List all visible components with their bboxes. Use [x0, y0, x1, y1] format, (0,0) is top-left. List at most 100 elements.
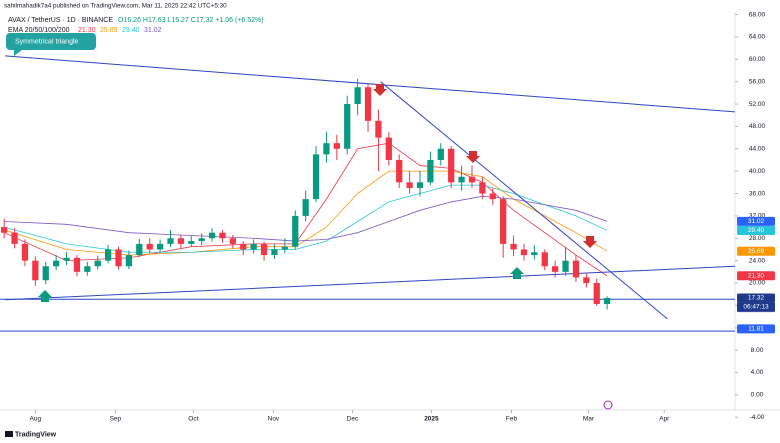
- price-label: 17.32: [748, 295, 765, 302]
- price-label-box: [737, 216, 775, 226]
- candle-body: [552, 266, 559, 272]
- y-tick-label: 60.00: [749, 56, 766, 63]
- x-tick-label: Oct: [188, 416, 198, 423]
- candle-body: [364, 87, 372, 121]
- candle-body: [271, 249, 278, 256]
- candle-body: [125, 255, 133, 267]
- candle-body: [448, 148, 455, 183]
- x-tick-label: Mar: [583, 416, 595, 423]
- down-arrow: [373, 84, 387, 96]
- candle-body: [468, 176, 476, 183]
- logo: TradingView: [5, 431, 57, 438]
- candle-body: [146, 243, 153, 250]
- candle-body: [1, 227, 8, 233]
- candle-body: [156, 243, 164, 250]
- price-label: 29.40: [748, 227, 765, 234]
- candle-body: [53, 260, 60, 267]
- candle-body: [354, 87, 361, 105]
- down-arrow: [583, 236, 597, 248]
- candle-body: [240, 243, 247, 250]
- y-tick-label: 56.00: [749, 78, 766, 85]
- price-label: 25.69: [748, 248, 765, 255]
- candle-body: [11, 232, 18, 244]
- candle-body: [136, 243, 143, 256]
- price-label-box: [737, 324, 775, 334]
- candle-body: [63, 257, 70, 261]
- candle-body: [167, 238, 174, 244]
- y-tick-label: 48.00: [749, 123, 766, 130]
- x-tick-label: Sep: [110, 416, 122, 423]
- candle-body: [437, 148, 444, 160]
- candle-body: [479, 182, 486, 194]
- up-arrow: [38, 290, 52, 302]
- y-tick-label: 52.00: [749, 101, 766, 108]
- candle-body: [406, 182, 413, 188]
- ema-line: [4, 195, 608, 242]
- candle-body: [32, 260, 39, 281]
- price-label-box: [737, 246, 775, 256]
- symbol: AVAX / TetherUS · 1D · BINANCE: [8, 17, 113, 24]
- candle-body: [21, 243, 29, 261]
- y-tick-label: 32.00: [749, 213, 766, 220]
- callout-text: Symmetrical triangle: [15, 38, 79, 45]
- candle-body: [562, 260, 569, 272]
- candle-body: [510, 243, 517, 250]
- price-label: 21.30: [748, 272, 765, 279]
- y-tick-label: 44.00: [749, 146, 766, 153]
- up-arrow: [510, 267, 524, 279]
- candle-body: [333, 143, 340, 149]
- candle-body: [458, 176, 465, 183]
- candle-body: [323, 143, 330, 155]
- candle-body: [489, 193, 496, 200]
- trendline: [5, 55, 735, 113]
- candle-body: [302, 199, 309, 216]
- candle-body: [73, 257, 81, 272]
- candle-body: [583, 277, 590, 284]
- y-tick-label: 8.00: [751, 347, 764, 354]
- ema-legend-value: 29.40: [122, 27, 140, 34]
- y-tick-label: 4.00: [751, 369, 764, 376]
- ema-legend-value: 31.02: [144, 27, 162, 34]
- price-label: 11.81: [748, 326, 764, 333]
- candle-body: [312, 154, 320, 200]
- candle-body: [177, 238, 185, 244]
- candle-body: [94, 260, 101, 267]
- y-tick-label: 24.00: [749, 257, 766, 264]
- candle-body: [105, 249, 112, 261]
- candle-body: [593, 283, 600, 304]
- ohlc-legend: O16.26 H17.63 L15.27 C17.32 +1.06 (+6.52…: [118, 17, 264, 24]
- logo-icon: [5, 431, 13, 437]
- candle-body: [375, 120, 382, 138]
- candle-body: [427, 159, 434, 183]
- candle-body: [198, 238, 205, 242]
- candle-body: [344, 104, 351, 149]
- candle-body: [416, 182, 424, 188]
- countdown-box: [737, 302, 775, 312]
- x-tick-label: Nov: [268, 416, 280, 423]
- price-label-box: [737, 271, 775, 281]
- candle-body: [572, 260, 580, 278]
- candle-body: [229, 238, 236, 244]
- trendline: [380, 81, 668, 320]
- y-tick-label: 68.00: [749, 11, 766, 18]
- trendline: [5, 265, 735, 301]
- y-tick-label: 20.00: [749, 280, 766, 287]
- logo-text: TradingView: [15, 431, 57, 438]
- ema-legend-value: 25.69: [100, 27, 118, 34]
- candle-body: [281, 246, 288, 250]
- candle-body: [188, 241, 195, 244]
- candle-body: [260, 243, 268, 256]
- arrows: [38, 84, 597, 302]
- down-arrow: [466, 151, 480, 163]
- x-tick-label: Apr: [659, 416, 670, 423]
- candle-body: [541, 252, 548, 267]
- candle-body: [115, 249, 122, 267]
- candle-body: [208, 232, 216, 239]
- x-tick-label: 2025: [424, 416, 439, 423]
- candle-body: [292, 215, 299, 247]
- event-icon: [603, 400, 613, 410]
- published: sahilmahadik7a4 published on TradingView…: [4, 3, 227, 10]
- candle-body: [42, 266, 49, 281]
- y-tick-label: 36.00: [749, 190, 766, 197]
